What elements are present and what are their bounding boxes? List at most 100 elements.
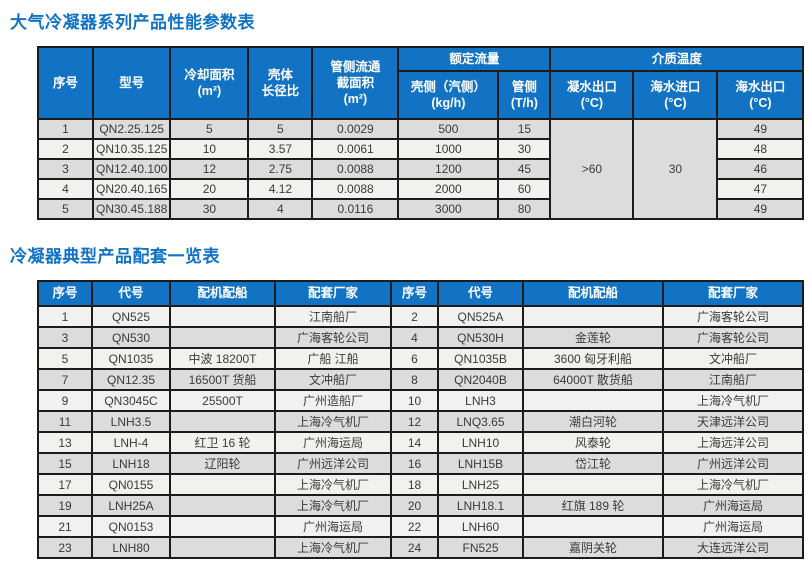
- cell: 49: [716, 198, 805, 220]
- cell: LNH18.1: [437, 494, 524, 517]
- cell: 21: [37, 515, 93, 538]
- cell: 13: [37, 431, 93, 454]
- cell: 47: [716, 178, 805, 200]
- table-row: 15 LNH18 辽阳轮 广州远洋公司 16 LNH15B 岱江轮 广州远洋公司: [37, 452, 804, 475]
- header-unit: (°C): [580, 96, 604, 110]
- cell: 20: [169, 178, 250, 200]
- cell: 岱江轮: [522, 452, 664, 475]
- cell: 60: [497, 178, 552, 200]
- cell: 1: [37, 305, 93, 328]
- col-header-shell-side: 壳侧（汽侧） (kg/h): [397, 70, 500, 120]
- cell: 江南船厂: [274, 305, 392, 328]
- table-row: 1 QN525 江南船厂 2 QN525A 广海客轮公司: [37, 305, 804, 328]
- performance-table-header: 序号 型号 冷却面积 (m²) 壳体 长径比 管侧流通 截面积 (m²) 额定流…: [37, 46, 805, 120]
- col-header-shell-ratio: 壳体 长径比: [247, 46, 314, 120]
- col-header-factory-right: 配套厂家: [662, 280, 804, 307]
- cell: 上海冷气机厂: [274, 410, 392, 433]
- cell: LNH60: [437, 515, 524, 538]
- header-unit: (°C): [749, 96, 772, 110]
- cell: 2.75: [247, 158, 314, 180]
- cell: 49: [716, 118, 805, 140]
- table-row: 9 QN3045C 25500T 广州造船厂 10 LNH3 上海冷气机厂: [37, 389, 804, 412]
- table-row: 5 QN30.45.188 30 4 0.0116 3000 80 49: [37, 198, 805, 220]
- col-header-ship-left: 配机配船: [169, 280, 276, 307]
- cell: LNH25A: [91, 494, 171, 517]
- cell: 广海客轮公司: [274, 326, 392, 349]
- header-line: 壳体: [267, 67, 293, 82]
- cell: QN525: [91, 305, 171, 328]
- cell: 2: [390, 305, 439, 328]
- cell: 1200: [397, 158, 500, 180]
- table-row: 17 QN0155 上海冷气机厂 18 LNH25 上海冷气机厂: [37, 473, 804, 496]
- col-header-seawater-out: 海水出口 (°C): [716, 70, 805, 120]
- cell: [169, 305, 276, 328]
- cell: 2000: [397, 178, 500, 200]
- col-group-rated-flow: 额定流量: [397, 46, 552, 72]
- cell: QN530H: [437, 326, 524, 349]
- col-header-seq-left: 序号: [37, 280, 93, 307]
- cell: LNH3.5: [91, 410, 171, 433]
- table-row: 3 QN12.40.100 12 2.75 0.0088 1200 45 46: [37, 158, 805, 180]
- cell: 3.57: [247, 138, 314, 160]
- matching-table: 序号 代号 配机配船 配套厂家 序号 代号 配机配船 配套厂家 1 QN525 江南…: [37, 280, 804, 559]
- cell: 红卫 16 轮: [169, 431, 276, 454]
- cell: 3: [37, 158, 94, 180]
- cell: 5: [37, 347, 93, 370]
- cell: 0.0116: [311, 198, 400, 220]
- cell: 上海冷气机厂: [662, 389, 804, 412]
- cell: QN3045C: [91, 389, 171, 412]
- cell: 18: [390, 473, 439, 496]
- col-header-condensate-out: 凝水出口 (°C): [549, 70, 635, 120]
- cell: 15: [497, 118, 552, 140]
- cell: 中波 18200T: [169, 347, 276, 370]
- header-line: 海水出口: [735, 79, 786, 94]
- col-header-seq: 序号: [37, 46, 94, 120]
- table-row: 21 QN0153 广州海运局 22 LNH60 广州海运局: [37, 515, 804, 538]
- cell: 17: [37, 473, 93, 496]
- cell: 12: [390, 410, 439, 433]
- header-line: 冷却面积: [184, 67, 235, 82]
- header-line: 长径比: [261, 84, 300, 98]
- cell: 嘉阴关轮: [522, 536, 664, 559]
- cell: QN30.45.188: [91, 198, 172, 220]
- cell: 12: [169, 158, 250, 180]
- header-line: 管侧: [511, 79, 537, 94]
- header-line: 管侧流通: [330, 59, 381, 74]
- cell: 25500T: [169, 389, 276, 412]
- cell: QN525A: [437, 305, 524, 328]
- cell: 5: [247, 118, 314, 140]
- cell: [169, 536, 276, 559]
- cell: 广州海运局: [274, 431, 392, 454]
- cell: LNH18: [91, 452, 171, 475]
- cell: QN530: [91, 326, 171, 349]
- table-row: 2 QN10.35.125 10 3.57 0.0061 1000 30 48: [37, 138, 805, 160]
- table-row: 7 QN12.35 16500T 货船 文冲船厂 8 QN2040B 64000T 散货船江…: [37, 368, 804, 391]
- performance-table-body: 1 QN2.25.125 5 5 0.0029 500 15 >60 30 49 2 QN10.35.…: [37, 118, 805, 220]
- matching-table-title: 冷凝器典型产品配套一览表: [10, 247, 220, 266]
- cell: 上海冷气机厂: [662, 473, 804, 496]
- cell: 大连远洋公司: [662, 536, 804, 559]
- cell: 7: [37, 368, 93, 391]
- cell: 16500T 货船: [169, 368, 276, 391]
- cell: 4: [247, 198, 314, 220]
- cell: 广海客轮公司: [662, 326, 804, 349]
- cell: [522, 305, 664, 328]
- cell: 30: [169, 198, 250, 220]
- cell: 9: [37, 389, 93, 412]
- cell: 广州远洋公司: [274, 452, 392, 475]
- cell: 5: [37, 198, 94, 220]
- cell: QN10.35.125: [91, 138, 172, 160]
- cell: [169, 494, 276, 517]
- cell: 14: [390, 431, 439, 454]
- col-header-ship-right: 配机配船: [522, 280, 664, 307]
- cell: QN12.40.100: [91, 158, 172, 180]
- table-row: 5 QN1035 中波 18200T 广船 江船 6 QN1035B 3600 匈牙利船 文冲…: [37, 347, 804, 370]
- header-unit: (kg/h): [431, 96, 466, 110]
- header-line: 壳侧（汽侧）: [410, 79, 486, 94]
- cell: 45: [497, 158, 552, 180]
- col-header-model: 型号: [91, 46, 172, 120]
- cell: 0.0088: [311, 158, 400, 180]
- cell: 22: [390, 515, 439, 538]
- col-header-tube-side: 管侧 (T/h): [497, 70, 552, 120]
